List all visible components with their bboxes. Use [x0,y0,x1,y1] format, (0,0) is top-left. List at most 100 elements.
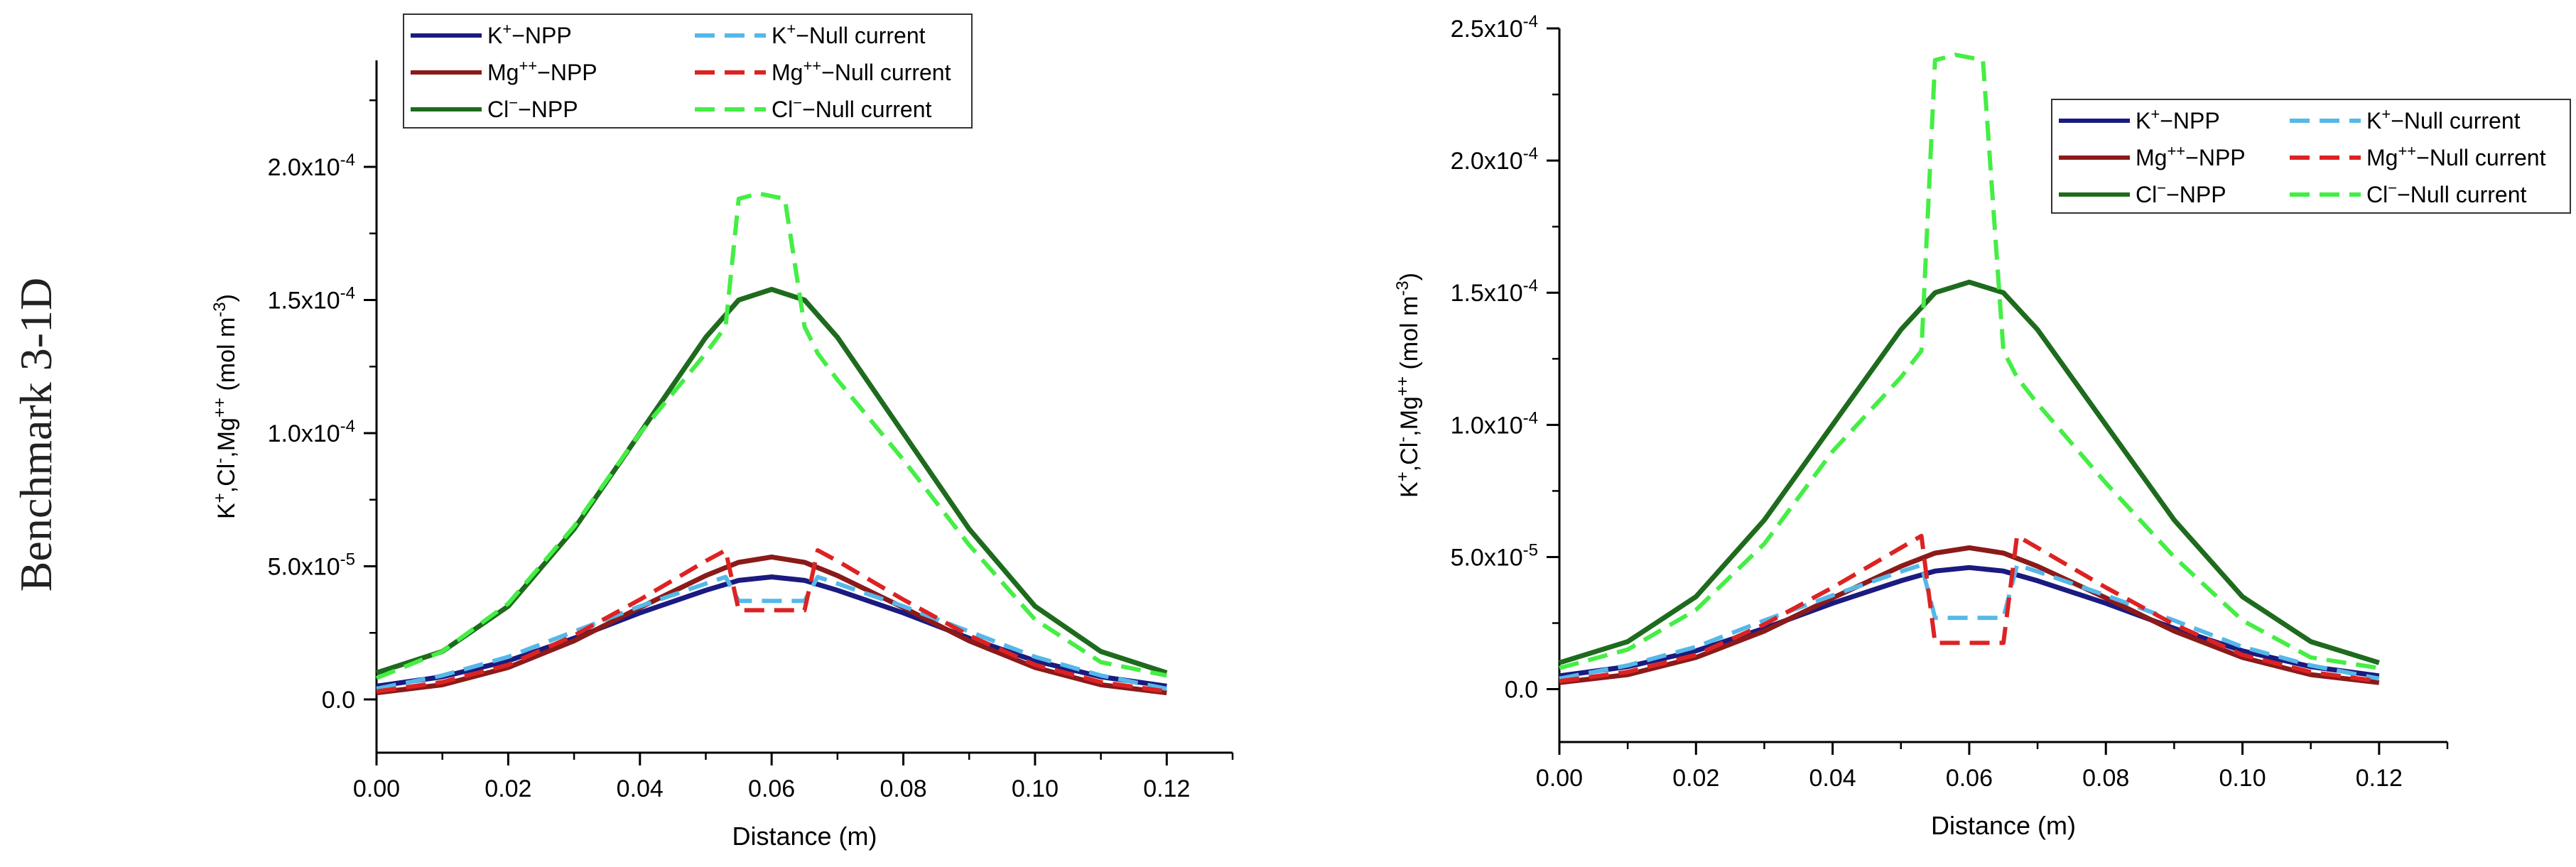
legend-label: Mg++−NPP [487,57,597,85]
y-label-part: ,Mg [213,418,240,458]
legend-label: Cl−−NPP [487,94,578,122]
legend-sup: − [793,94,802,111]
y-label-sup: - [1393,437,1412,442]
chart-right-panel: 0.00 0.02 0.04 0.06 0.08 0.10 0.12 0.0 5.0x10-5 1… [1393,12,2571,840]
y-label-part: ,Cl [213,464,240,494]
legend-rest: −Null current [2391,108,2520,133]
x-tick-label: 0.04 [617,775,664,802]
y-tick-label: 1.0x10-4 [1451,408,1538,439]
y-tick-exponent: -5 [340,550,355,569]
x-tick-label: 0.10 [1012,775,1059,802]
x-tick-label: 0.00 [353,775,400,802]
legend-rest: −NPP [2160,108,2219,133]
x-tick-label: 0.06 [748,775,795,802]
series-line [1558,279,2380,665]
legend-ion: Cl [2366,182,2388,207]
legend-label: Mg++−NPP [2136,142,2246,170]
x-tick-label: 0.06 [1946,765,1993,792]
y-tick-mantissa: 1.5x10 [1451,280,1523,307]
legend-rest: −NPP [2166,182,2226,207]
chart-left-panel: 0.00 0.02 0.04 0.06 0.08 0.10 0.12 0.0 5.0x10-5 1… [210,13,1234,851]
legend-rest: −NPP [512,23,571,48]
x-tick-label: 0.08 [2082,765,2129,792]
legend-ion: Mg [487,60,519,85]
series-line [375,191,1167,680]
y-tick-exponent: -4 [1523,144,1538,163]
legend-label: Cl−−Null current [772,94,931,122]
series-line [376,574,1167,691]
legend-sup: + [502,20,512,38]
legend-ion: K [487,23,502,48]
x-tick-label: 0.02 [1672,765,1719,792]
y-tick-mantissa: 1.5x10 [268,288,340,315]
y-label-part: K [1396,481,1423,498]
y-label-part: (mol m [1396,296,1423,376]
y-tick-label: 5.0x10-5 [268,550,355,581]
x-tick-label: 0.02 [485,775,531,802]
y-tick-exponent: -4 [340,417,355,436]
legend-sup: ++ [2398,142,2416,160]
x-tick-label: 0.04 [1809,765,1856,792]
x-tick-label: 0.08 [880,775,926,802]
legend-label: Cl−−NPP [2136,179,2226,207]
y-tick-label: 1.5x10-4 [268,284,355,315]
legend-rest: −NPP [2185,145,2245,170]
x-tick-label: 0.00 [1536,765,1583,792]
y-label-sup: ++ [210,398,229,418]
series-line [1559,545,2380,685]
series-line [1559,533,2380,684]
legend-sup: − [2388,179,2397,197]
legend-box [2051,99,2571,214]
side-label: Benchmark 3-1D [11,278,61,592]
legend-box [403,13,973,129]
y-tick-mantissa: 2.5x10 [1451,16,1523,43]
y-tick-exponent: -4 [1523,276,1538,295]
y-label-sup: + [210,493,229,503]
legend-rest: −Null current [802,97,931,122]
legend-ion: Mg [2366,145,2398,170]
y-tick-mantissa: 1.0x10 [1451,412,1523,439]
legend-label: K+−NPP [487,20,572,48]
y-axis-label: K+,Cl-,Mg++ (mol m-3) [1393,273,1423,498]
legend-ion: Cl [487,97,509,122]
legend-label: K+−NPP [2136,105,2220,133]
legend-rest: −Null current [2416,145,2545,170]
y-label-part: ) [1396,273,1423,280]
y-tick-mantissa: 5.0x10 [1451,544,1523,571]
series-line [376,548,1167,694]
y-tick-mantissa: 0.0 [322,687,355,714]
y-tick-label: 2.0x10-4 [268,151,355,181]
series-line [1559,53,2380,670]
legend-rest: −Null current [2397,182,2526,207]
legend-ion: K [2136,108,2150,133]
legend-sup: ++ [2167,142,2185,160]
y-tick-label: 0.0 [322,687,355,714]
x-axis-label: Distance (m) [732,822,877,851]
x-tick-label: 0.12 [2356,765,2403,792]
legend-rest: −Null current [796,23,925,48]
y-label-sup: -3 [210,302,229,317]
x-tick-label: 0.10 [2219,765,2266,792]
y-label-sup: ++ [1393,376,1412,396]
legend-label: Cl−−Null current [2366,179,2526,207]
y-axis-label: K+,Cl-,Mg++ (mol m-3) [210,294,240,519]
legend-sup: ++ [803,57,821,75]
legend-sup: ++ [519,57,537,75]
y-label-part: (mol m [213,317,240,398]
legend-rest: −NPP [537,60,597,85]
legend-sup: − [509,94,518,111]
legend-ion: Cl [2136,182,2157,207]
y-label-sup: -3 [1393,280,1412,295]
y-tick-label: 2.0x10-4 [1451,144,1538,175]
y-tick-mantissa: 1.0x10 [268,420,340,447]
y-label-part: ,Mg [1396,396,1423,437]
y-tick-exponent: -4 [1523,12,1538,31]
y-tick-label: 0.0 [1505,677,1538,704]
x-axis-label: Distance (m) [1931,811,2076,840]
y-tick-mantissa: 0.0 [1505,677,1538,704]
y-label-part: K [213,503,240,519]
y-tick-mantissa: 5.0x10 [268,554,340,581]
